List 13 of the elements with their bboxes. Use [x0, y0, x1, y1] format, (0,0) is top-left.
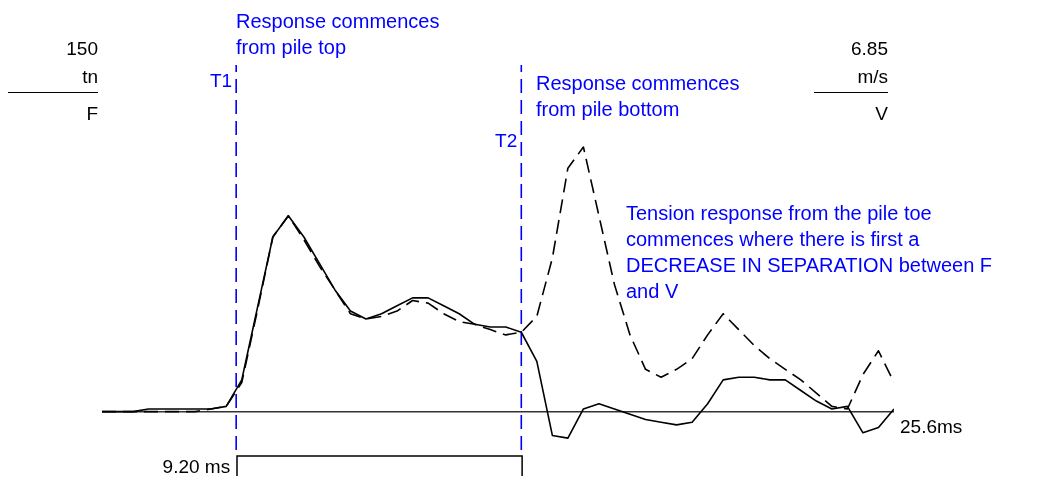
- text: 9.20 ms: [161, 456, 231, 478]
- text: 25.6ms: [900, 416, 963, 438]
- text: Response commences from pile bottom: [536, 71, 741, 122]
- text: Response commences from pile top: [236, 9, 441, 60]
- text: T1: [209, 70, 233, 91]
- text: tn: [8, 66, 98, 93]
- annotation: T2: [495, 130, 518, 151]
- text: F: [85, 103, 98, 125]
- text: m/s: [814, 66, 888, 93]
- text: V: [874, 103, 888, 125]
- text: 6.85: [850, 38, 888, 60]
- text: 150: [65, 38, 98, 60]
- annotation: Tension response from the pile toe commences where there is first a DECREASE IN SEPARATION between F and V: [626, 201, 994, 304]
